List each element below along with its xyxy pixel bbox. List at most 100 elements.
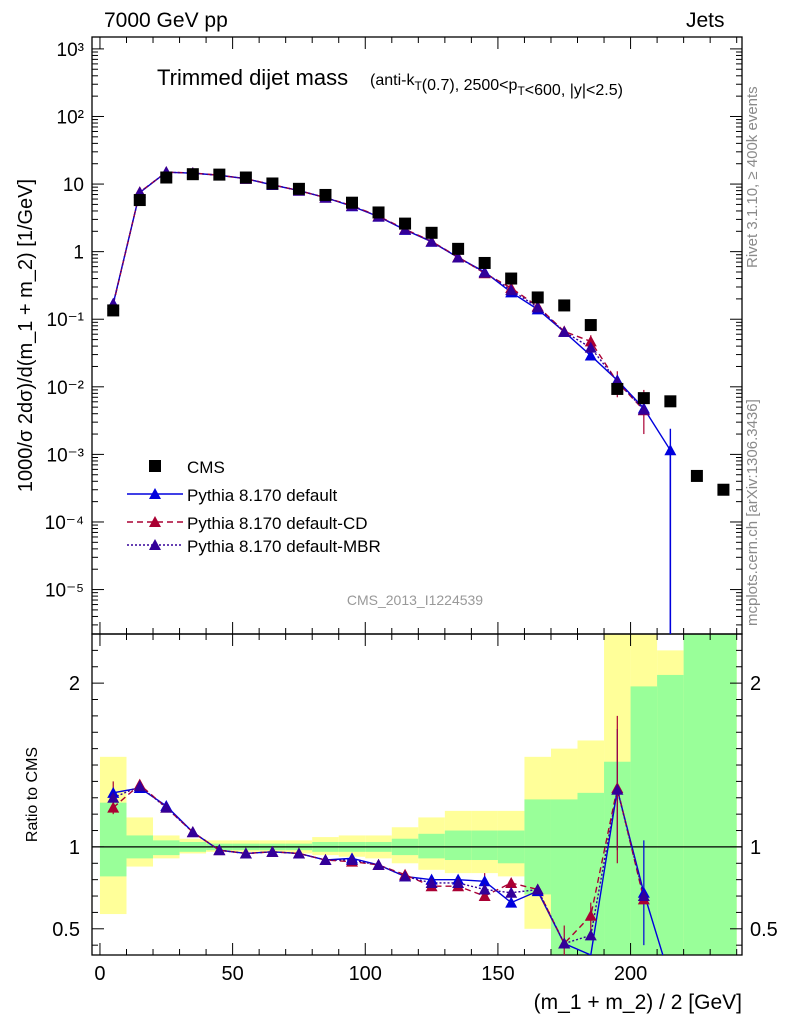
ratio-point [107, 791, 120, 803]
data-point [717, 483, 730, 496]
ratio-line [112, 785, 645, 945]
data-point [478, 256, 491, 269]
legend-entry: Pythia 8.170 default-MBR [187, 537, 381, 556]
y-tick-label: 10⁻⁵ [45, 581, 84, 602]
data-point [584, 319, 597, 332]
x-tick-label: 100 [349, 963, 382, 985]
y-tick-label: 10⁻⁴ [45, 513, 84, 534]
ratio-point [213, 844, 226, 856]
mc-point [531, 301, 544, 313]
x-axis-label: (m_1 + m_2) / 2 [GeV] [534, 991, 742, 1014]
ratio-y-tick-label: 1 [750, 837, 761, 859]
ratio-point [186, 826, 199, 838]
ratio-point [133, 780, 146, 792]
data-point [213, 168, 226, 181]
ratio-point [292, 847, 305, 859]
ratio-y-tick-label: 0.5 [750, 919, 778, 941]
ratio-y-tick-label: 2 [750, 673, 761, 695]
ratio-y-tick-label: 2 [69, 673, 80, 695]
chart-subtitle: (anti-kT(0.7), 2500<pT<600, |y|<2.5) [370, 72, 623, 99]
y-tick-label: 10³ [57, 40, 84, 61]
data-point [637, 392, 650, 405]
data-point [531, 291, 544, 304]
x-tick-label: 0 [94, 963, 105, 985]
y-tick-label: 10⁻³ [47, 445, 85, 466]
data-point [239, 171, 252, 184]
mc-line [112, 171, 672, 634]
data-point [452, 242, 465, 255]
y-tick-label: 10² [57, 107, 84, 128]
data-point [319, 188, 332, 201]
ratio-y-axis-label: Ratio to CMS [24, 747, 41, 842]
legend-marker-cms [149, 460, 161, 472]
y-tick-label: 1 [73, 243, 84, 264]
legend-entry: Pythia 8.170 default-CD [187, 514, 368, 533]
header-left: 7000 GeV pp [104, 9, 228, 32]
data-point [107, 304, 120, 317]
ratio-point [637, 890, 650, 902]
ratio-point [478, 890, 491, 902]
ratio-point [531, 883, 544, 895]
ratio-point [505, 876, 518, 888]
ratio-point [611, 783, 624, 795]
data-point [133, 194, 146, 207]
legend-marker [149, 539, 161, 550]
data-point [558, 299, 571, 312]
ratio-point [505, 896, 518, 908]
ratio-point [584, 909, 597, 921]
ratio-point [107, 801, 120, 813]
mc-point [452, 251, 465, 263]
data-point [664, 395, 677, 408]
ratio-point [239, 847, 252, 859]
y-tick-label: 10 [63, 175, 84, 196]
x-tick-label: 50 [221, 963, 243, 985]
x-tick-label: 150 [481, 963, 514, 985]
mc-point [664, 444, 677, 456]
data-point [425, 226, 438, 239]
ratio-band-green [657, 674, 684, 955]
legend-entry-cms: CMS [187, 458, 225, 477]
chart-title: Trimmed dijet mass [157, 65, 348, 90]
data-point [292, 182, 305, 195]
y-tick-label: 10⁻¹ [47, 310, 85, 331]
data-point [266, 177, 279, 190]
ratio-point [346, 854, 358, 866]
x-tick-label: 200 [614, 963, 647, 985]
data-point [399, 217, 412, 230]
data-point [690, 469, 703, 482]
ratio-point [399, 870, 412, 882]
mc-point [425, 235, 438, 247]
legend-marker [149, 488, 161, 499]
ratio-band-green [153, 840, 180, 856]
analysis-reference-label: CMS_2013_I1224539 [347, 592, 483, 608]
data-point [160, 171, 173, 184]
header-right: Jets [686, 9, 725, 32]
ratio-point [319, 854, 332, 866]
ratio-point [425, 876, 438, 888]
ratio-point [266, 845, 279, 857]
ratio-point [478, 883, 491, 895]
ratio-point [160, 801, 173, 813]
ratio-series-group [107, 715, 664, 955]
y-tick-label: 10⁻² [47, 378, 85, 399]
ratio-plot-frame [91, 633, 743, 956]
mc-point [505, 284, 518, 296]
data-point [186, 168, 199, 181]
data-point [372, 206, 385, 219]
data-point [611, 382, 624, 395]
mc-point [584, 335, 597, 347]
legend-entry: Pythia 8.170 default [187, 486, 338, 505]
ratio-band-green [418, 833, 445, 859]
ratio-y-tick-label: 1 [69, 837, 80, 859]
mc-line [112, 171, 645, 411]
mc-point [584, 349, 597, 361]
ratio-point [452, 876, 465, 888]
ratio-band-green [99, 802, 127, 877]
ratio-point [372, 858, 385, 870]
mc-point [637, 403, 650, 415]
data-point [346, 196, 358, 209]
data-point [505, 272, 518, 285]
ratio-point [505, 886, 518, 898]
mc-point [558, 325, 571, 337]
